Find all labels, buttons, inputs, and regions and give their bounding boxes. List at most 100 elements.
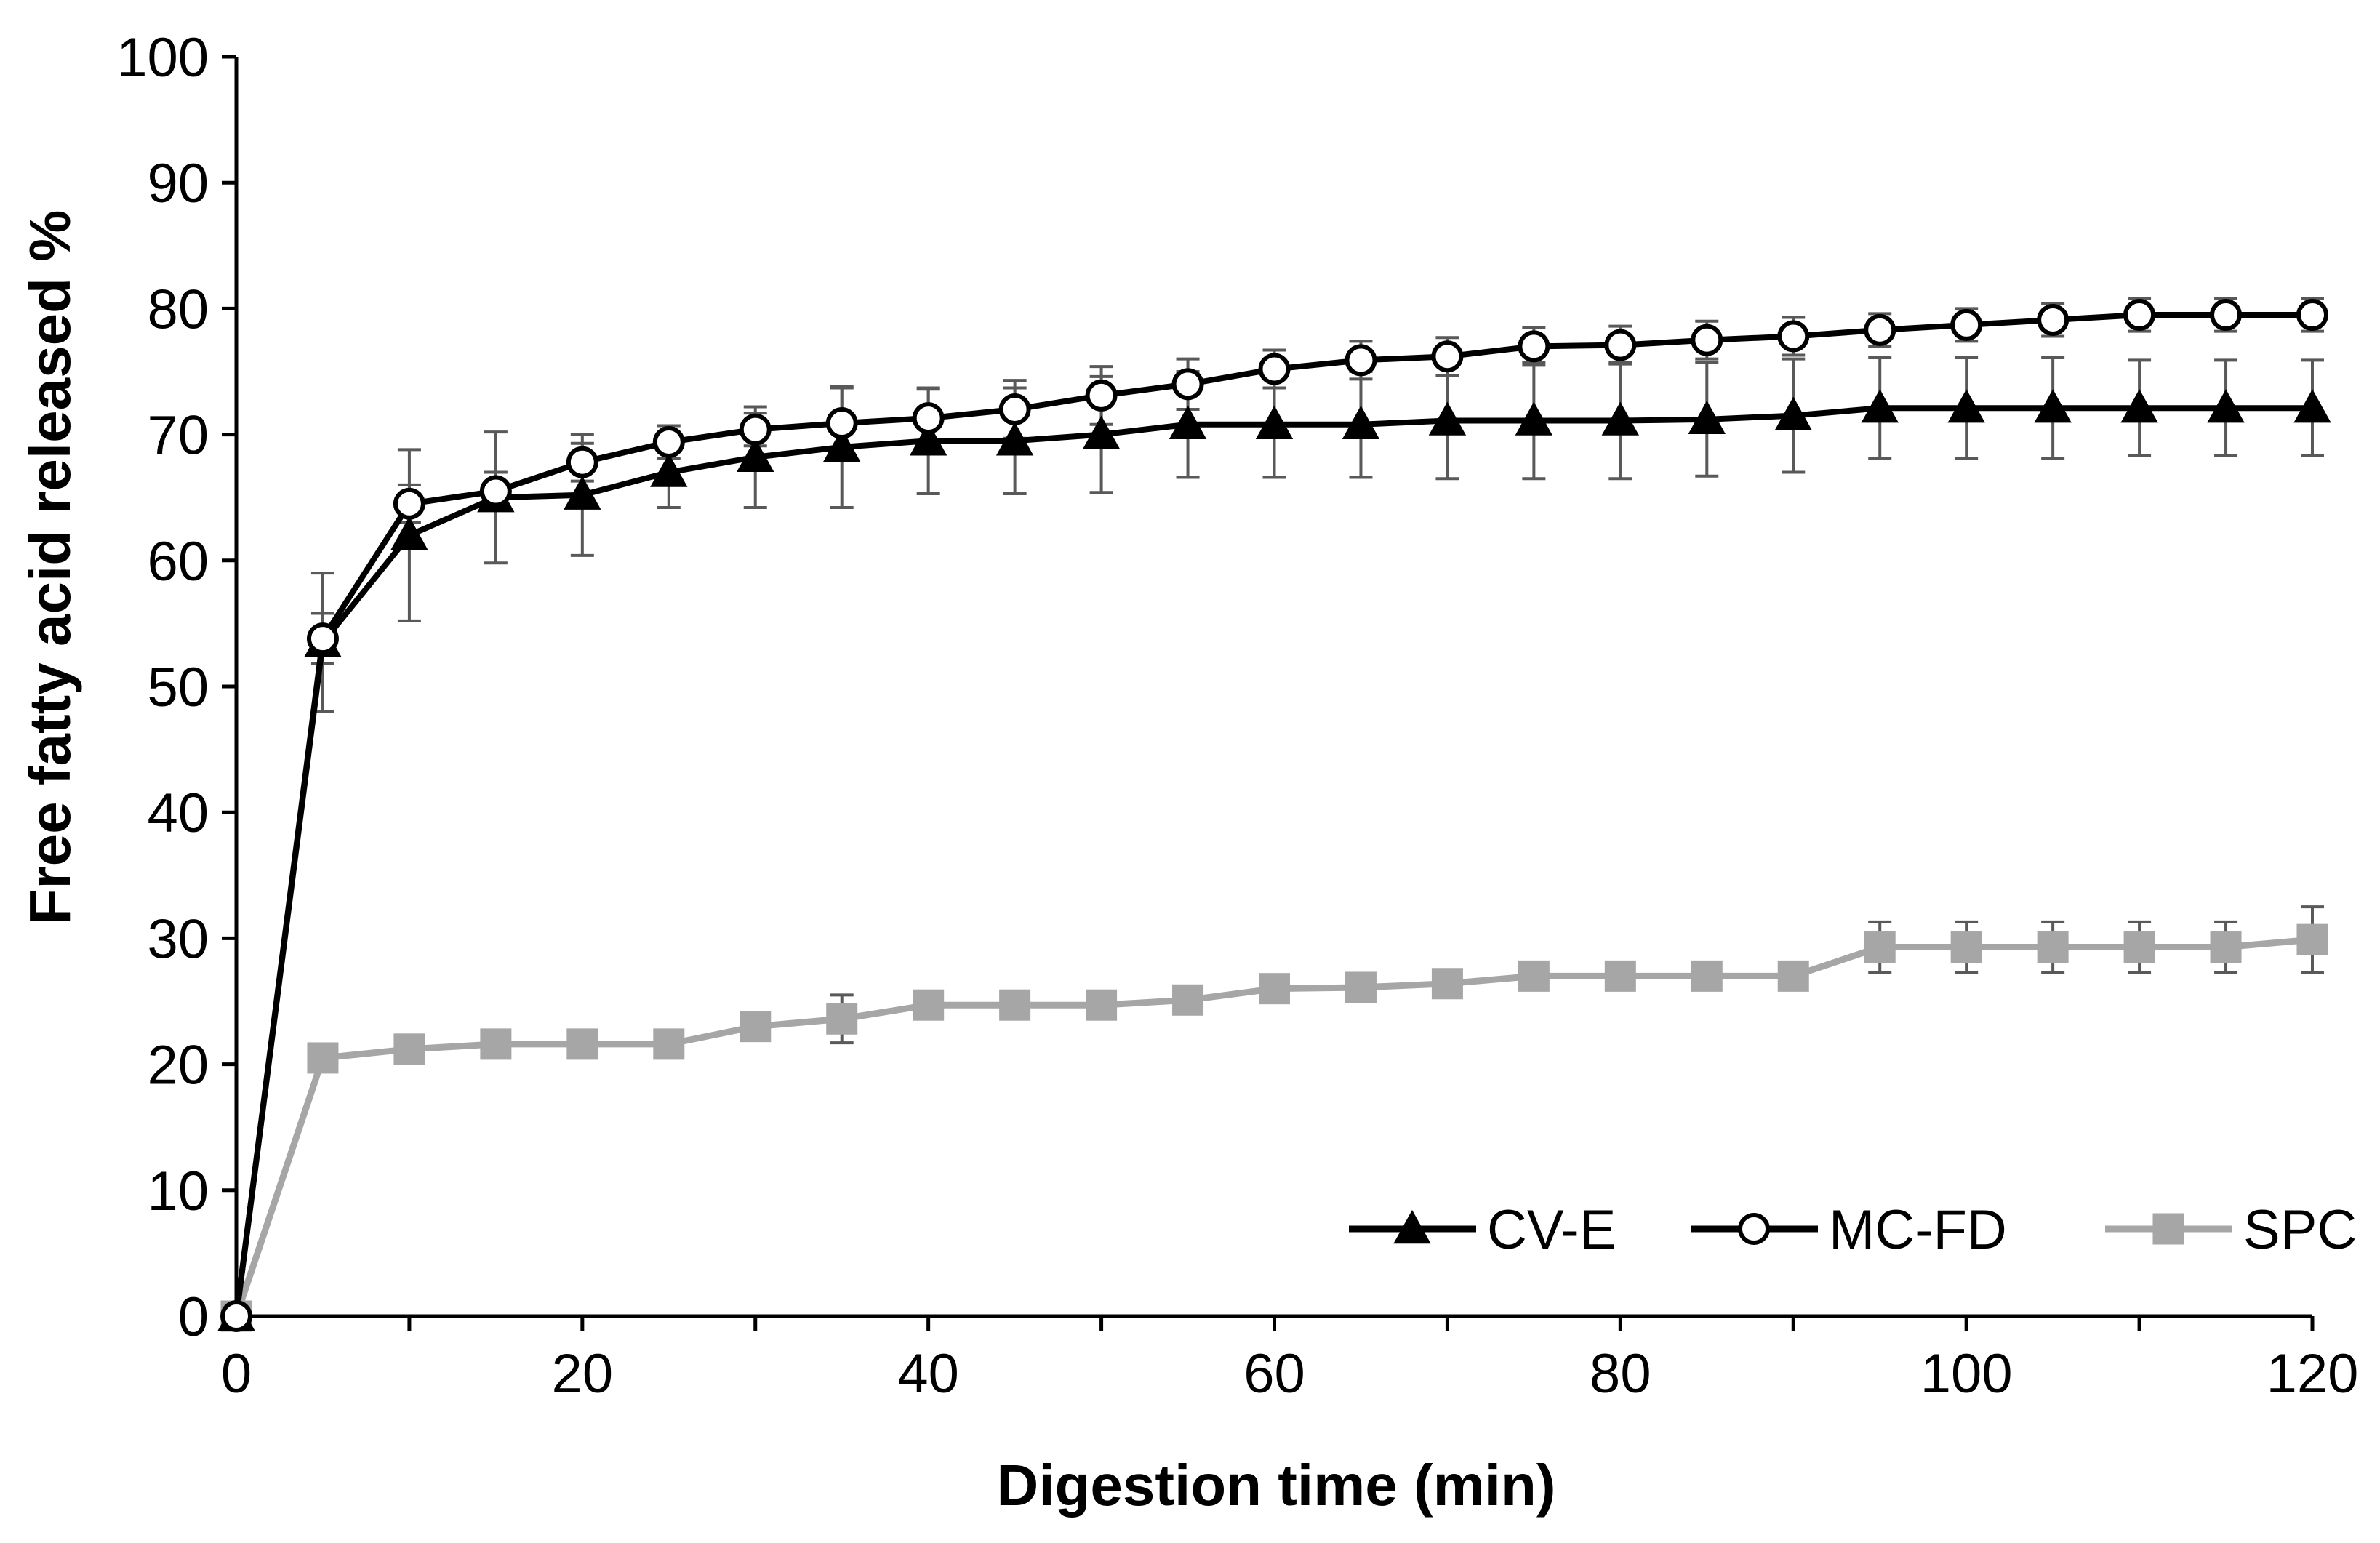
y-tick-label: 100 <box>116 27 209 89</box>
data-point-mc-fd <box>2037 303 2070 336</box>
data-point-spc <box>1864 931 1896 963</box>
data-point-cv-e <box>1515 401 1553 436</box>
data-point-cv-e <box>1861 389 1899 423</box>
data-point-cv-e <box>650 453 688 487</box>
tick-label-layer: 0 10 20 30 40 50 60 70 80 90 100 0 20 40 60 80 100 120 <box>116 27 2358 1405</box>
data-point-mc-fd <box>825 407 858 440</box>
y-tick-label: 40 <box>147 782 209 844</box>
data-point-mc-fd <box>2296 299 2328 332</box>
data-point-mc-fd <box>1864 313 1896 346</box>
data-point-mc-fd <box>566 446 598 478</box>
x-tick-label: 80 <box>1590 1343 1651 1405</box>
data-point-mc-fd <box>220 1300 252 1332</box>
data-point-cv-e <box>909 422 947 456</box>
data-point-spc <box>566 1028 598 1060</box>
data-point-spc <box>1777 960 1809 992</box>
data-point-spc <box>307 1042 339 1074</box>
data-point-spc <box>999 989 1031 1021</box>
data-point-mc-fd <box>393 487 425 520</box>
data-point-mc-fd <box>1518 330 1550 363</box>
data-point-mc-fd <box>479 475 512 508</box>
data-point-mc-fd <box>1258 353 1291 385</box>
data-point-spc <box>2037 931 2069 963</box>
data-point-spc <box>1518 960 1550 992</box>
data-point-mc-fd <box>306 622 339 655</box>
data-point-spc <box>1431 968 1463 1000</box>
legend-label: CV-E <box>1487 1199 1616 1261</box>
data-point-cv-e <box>995 422 1034 456</box>
data-point-mc-fd <box>1777 320 1810 353</box>
data-point-cv-e <box>1342 405 1380 439</box>
data-point-cv-e <box>1688 400 1726 435</box>
marker-layer <box>217 299 2331 1332</box>
data-point-mc-fd <box>2123 299 2156 332</box>
data-point-cv-e <box>823 428 861 462</box>
legend-swatch-marker <box>1393 1209 1431 1244</box>
legend-item-mc-fd: MC-FD <box>1691 1199 2007 1261</box>
data-point-mc-fd <box>1691 324 1723 356</box>
legend: CV-E MC-FD SPC <box>1349 1199 2357 1261</box>
data-point-mc-fd <box>652 425 685 458</box>
data-point-cv-e <box>1601 401 1640 436</box>
data-point-mc-fd <box>1085 379 1118 412</box>
x-tick-label: 60 <box>1243 1343 1305 1405</box>
data-point-mc-fd <box>912 402 945 435</box>
data-point-mc-fd <box>1950 308 1983 341</box>
x-tick-label: 0 <box>221 1343 252 1405</box>
data-point-mc-fd <box>998 393 1031 425</box>
data-point-cv-e <box>1947 389 1985 423</box>
legend-label: MC-FD <box>1829 1199 2007 1261</box>
y-tick-label: 0 <box>178 1286 209 1348</box>
data-point-cv-e <box>1774 396 1812 430</box>
data-point-cv-e <box>1169 405 1207 439</box>
y-tick-label: 50 <box>147 657 209 718</box>
data-point-spc <box>1691 960 1723 992</box>
data-point-cv-e <box>1428 401 1467 436</box>
data-point-spc <box>480 1028 512 1060</box>
y-tick-label: 20 <box>147 1035 209 1097</box>
legend-item-cv-e: CV-E <box>1349 1199 1616 1261</box>
data-point-spc <box>393 1033 425 1065</box>
data-point-spc <box>1172 984 1204 1016</box>
data-point-cv-e <box>2034 389 2072 423</box>
data-point-spc <box>2296 923 2328 955</box>
x-tick-label: 40 <box>897 1343 959 1405</box>
axes-layer <box>222 55 2315 1331</box>
data-point-mc-fd <box>1171 368 1204 401</box>
legend-label: SPC <box>2243 1199 2357 1261</box>
legend-swatch-marker <box>1738 1213 1770 1245</box>
y-tick-label: 60 <box>147 531 209 593</box>
data-point-cv-e <box>1255 405 1294 439</box>
data-point-cv-e <box>2293 389 2331 423</box>
data-point-cv-e <box>2207 389 2245 423</box>
data-point-spc <box>913 989 945 1021</box>
data-point-cv-e <box>1082 415 1121 449</box>
legend-swatch-marker <box>2152 1213 2184 1245</box>
data-point-spc <box>2210 931 2242 963</box>
data-point-spc <box>1259 973 1290 1005</box>
y-tick-label: 30 <box>147 908 209 970</box>
legend-item-spc: SPC <box>2105 1199 2357 1261</box>
data-point-mc-fd <box>739 413 772 446</box>
x-tick-label: 100 <box>1920 1343 2013 1405</box>
data-point-mc-fd <box>1604 329 1637 361</box>
x-axis-title: Digestion time (min) <box>997 1453 1556 1518</box>
y-axis-title: Free fatty acid released % <box>17 210 82 925</box>
y-tick-label: 80 <box>147 278 209 340</box>
data-point-spc <box>1604 960 1636 992</box>
data-point-cv-e <box>2120 389 2158 423</box>
data-point-cv-e <box>564 476 601 510</box>
data-point-spc <box>1086 989 1118 1021</box>
data-point-mc-fd <box>1431 340 1464 373</box>
data-point-spc <box>2123 931 2155 963</box>
data-point-spc <box>1345 971 1377 1003</box>
y-tick-label: 90 <box>147 153 209 215</box>
data-point-spc <box>826 1003 858 1035</box>
x-tick-label: 120 <box>2267 1343 2359 1405</box>
y-tick-label: 70 <box>147 405 209 467</box>
x-tick-label: 20 <box>552 1343 614 1405</box>
data-point-spc <box>1950 931 1982 963</box>
data-point-mc-fd <box>1345 344 1377 377</box>
